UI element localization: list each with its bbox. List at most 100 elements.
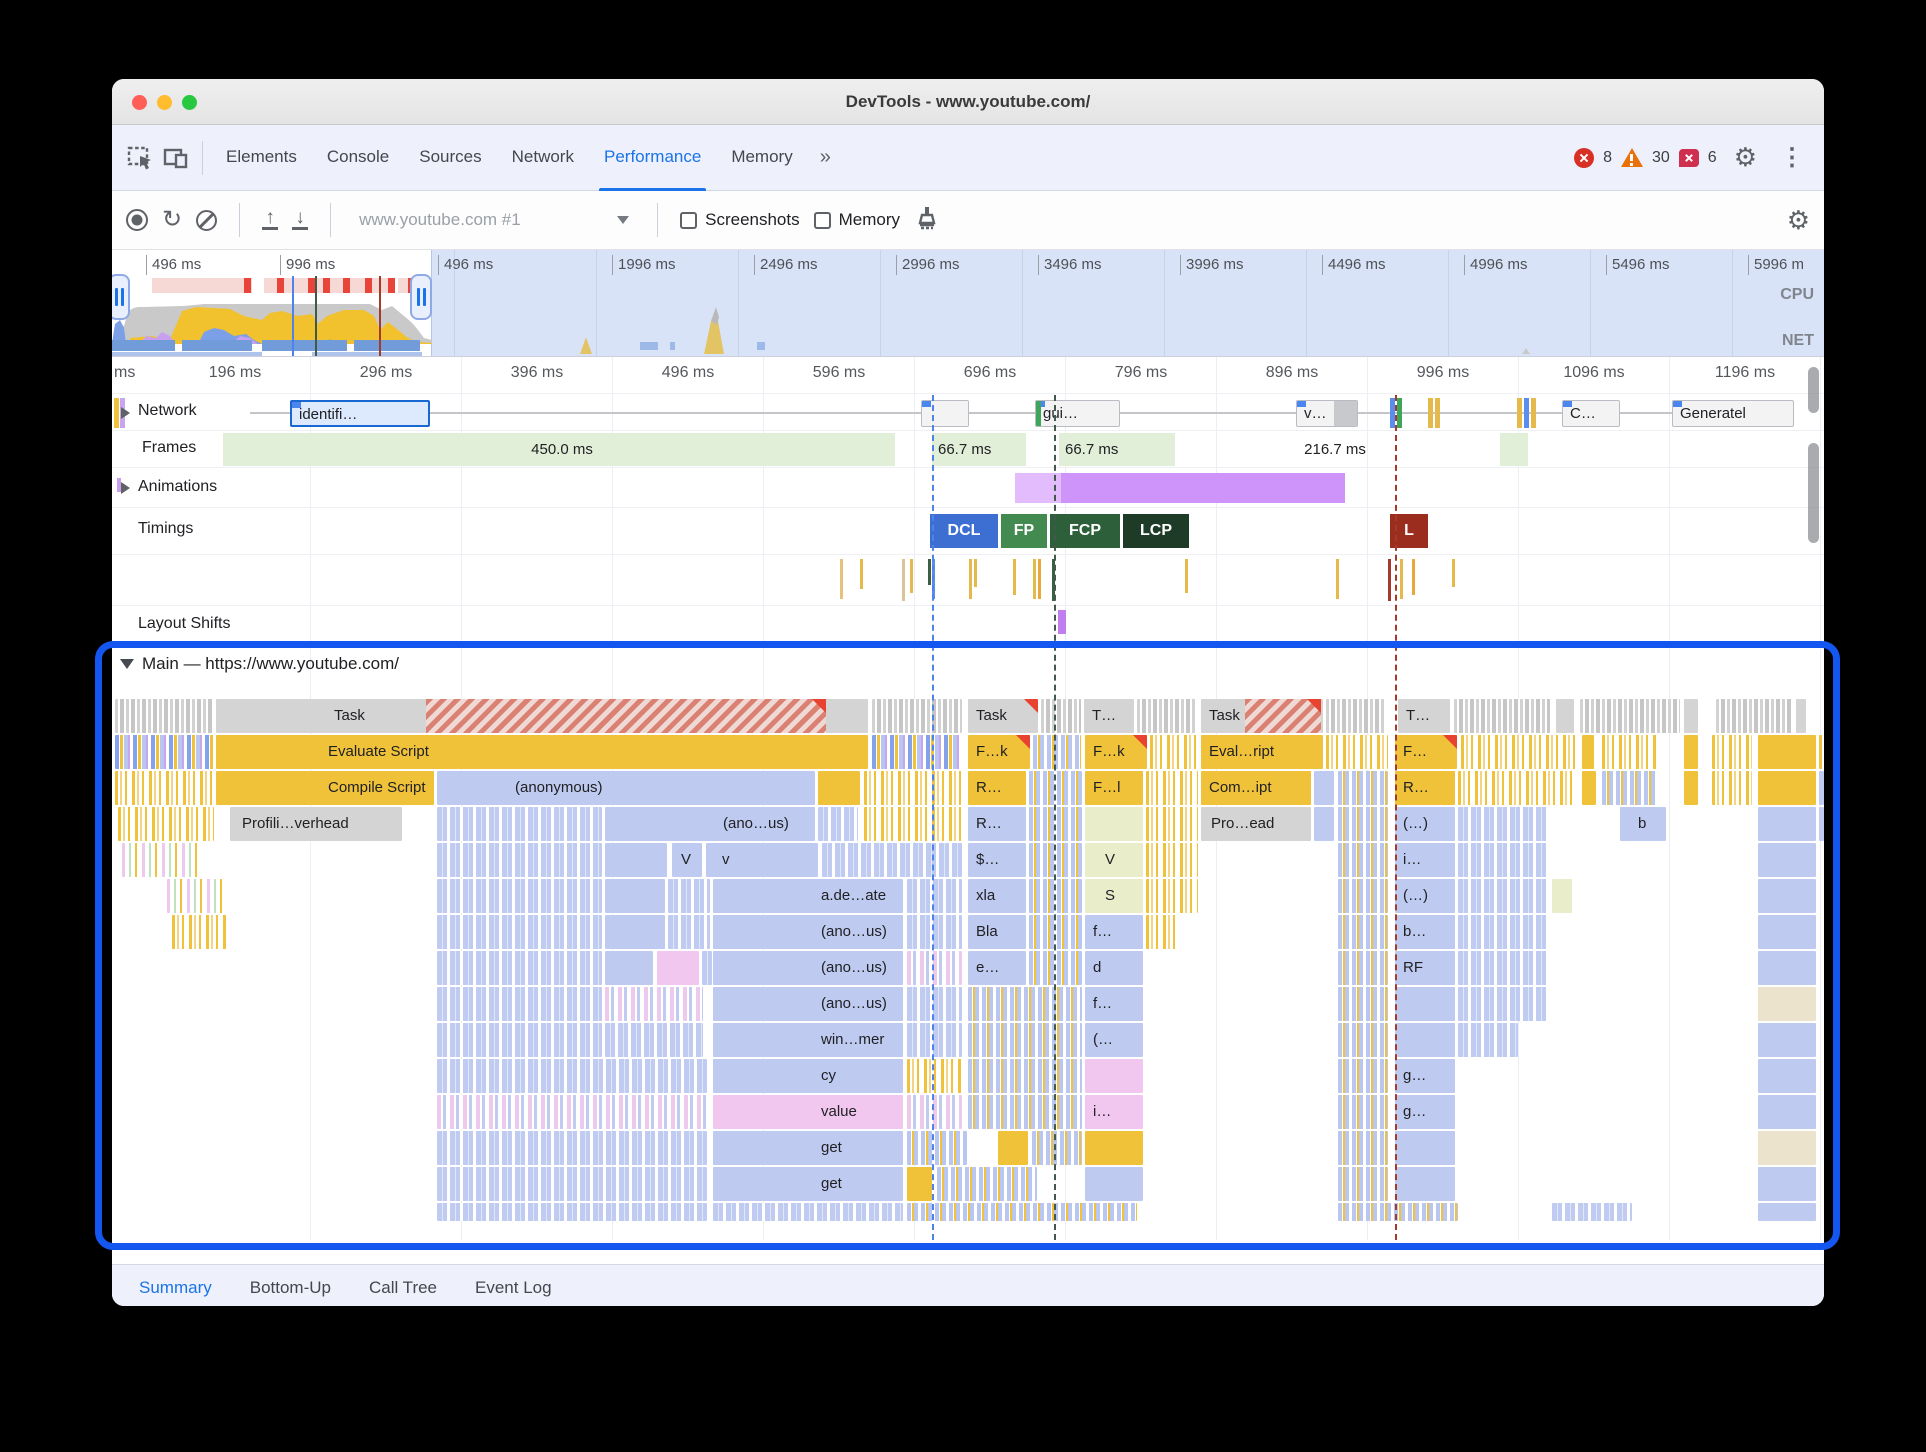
flame-segment[interactable] [1758,1059,1816,1093]
flame-segment[interactable] [1758,843,1816,877]
flame-call-v[interactable]: v [706,843,818,877]
console-errors-icon[interactable] [1574,147,1595,168]
animations-expand-icon[interactable] [121,482,130,494]
flame-segment[interactable] [1758,1167,1816,1201]
flame-segment[interactable] [1758,771,1816,805]
flame-segment[interactable] [1758,735,1816,769]
flame-segment[interactable] [1758,951,1816,985]
flame-segment[interactable] [1796,699,1806,733]
flame-call-f-[interactable]: f… [1085,987,1143,1021]
flame-segment[interactable] [437,1203,707,1221]
flame-segment[interactable] [1146,879,1198,913]
flame-segment[interactable] [1684,699,1698,733]
flame-segment[interactable] [1085,807,1143,841]
flame-call-d[interactable]: d [1085,951,1143,985]
flame-segment[interactable] [437,987,602,1021]
flame-call-r-[interactable]: R… [968,771,1026,805]
flame-segment[interactable] [115,735,214,769]
toggle-device-toolbar-icon[interactable] [158,140,194,176]
memory-checkbox[interactable] [813,211,831,229]
tab-network[interactable]: Network [511,146,574,166]
flame-call-r-[interactable]: R… [968,807,1026,841]
flame-segment[interactable] [1712,771,1752,805]
flame-call-profili-verhead[interactable]: Profili…verhead [230,807,402,841]
flame-segment[interactable] [437,1131,707,1165]
flame-call-get[interactable]: get [713,1131,903,1165]
frame-duration-segment[interactable] [1500,433,1528,466]
flame-call-b[interactable]: b [1620,807,1666,841]
minimize-window-button[interactable] [157,95,172,110]
frame-duration-segment[interactable]: 450.0 ms [223,433,895,466]
flame-segment[interactable] [437,1023,602,1057]
flame-segment[interactable] [1458,1023,1518,1057]
flame-call-evaluate-script[interactable]: Evaluate Script [216,735,868,769]
flame-segment[interactable] [937,1167,1037,1201]
flame-call-i-[interactable]: i… [1395,843,1455,877]
animation-bar[interactable] [1015,473,1345,503]
flame-segment[interactable] [713,1203,903,1221]
flame-segment[interactable] [1758,1023,1816,1057]
flame-call--[interactable]: (…) [1395,807,1455,841]
flame-segment[interactable] [818,807,858,841]
flame-call-b-[interactable]: b… [1395,915,1455,949]
flame-segment[interactable] [1326,699,1386,733]
flame-segment[interactable] [818,771,860,805]
flame-segment[interactable] [872,735,962,769]
flame-segment[interactable] [907,1167,932,1201]
flame-segment[interactable] [1137,699,1197,733]
more-tabs-icon[interactable]: » [819,146,831,168]
flame-segment[interactable] [1395,987,1455,1021]
settings-gear-icon[interactable]: ⚙ [1733,142,1757,172]
flame-call-i-[interactable]: i… [1085,1095,1143,1129]
flame-segment[interactable] [605,987,703,1021]
flame-segment[interactable] [437,915,602,949]
flame-segment[interactable] [1580,699,1680,733]
flame-segment[interactable] [1338,1095,1388,1129]
flame-call-eval-ript[interactable]: Eval…ript [1201,735,1323,769]
flame-segment[interactable] [1582,735,1594,769]
load-profile-icon[interactable]: ↑ [262,208,279,230]
flame-segment[interactable] [1758,879,1816,913]
flame-call-com-ipt[interactable]: Com…ipt [1201,771,1311,805]
flame-call-task[interactable]: Task [216,699,868,733]
flame-segment[interactable] [605,951,653,985]
flame-segment[interactable] [1758,807,1816,841]
flame-segment[interactable] [907,1203,1137,1221]
flame-segment[interactable] [437,951,602,985]
details-tab-summary[interactable]: Summary [120,1265,231,1307]
frame-duration-segment[interactable]: 66.7 ms [1059,433,1175,466]
flame-segment[interactable] [1458,807,1548,841]
flame-call-g-[interactable]: g… [1395,1095,1455,1129]
warning-count[interactable]: 30 [1651,148,1670,166]
flame-segment[interactable] [1458,879,1548,913]
clear-recording-icon[interactable] [196,209,218,231]
flame-segment[interactable] [1338,915,1388,949]
flame-segment[interactable] [115,699,214,733]
flame-segment[interactable] [1150,735,1198,769]
flame-segment[interactable] [122,843,202,877]
flame-segment[interactable] [1395,1167,1455,1201]
flame-segment[interactable] [605,915,665,949]
timing-marker-fcp[interactable]: FCP [1050,514,1120,548]
flame-segment[interactable] [1338,1023,1388,1057]
flame-call-e-[interactable]: e… [968,951,1026,985]
history-dropdown[interactable]: www.youtube.com #1 [353,210,635,230]
flame-segment[interactable] [1716,699,1792,733]
flame-segment[interactable] [1758,1095,1816,1129]
flame-segment[interactable] [1338,843,1388,877]
timing-marker-dcl[interactable]: DCL [930,514,998,548]
timeline-overview[interactable]: 496 ms 996 ms 496 ms 1996 ms 2496 ms 2996 ms 3… [112,250,1824,357]
tab-console[interactable]: Console [326,146,390,166]
flame-segment[interactable] [1146,771,1198,805]
network-request-chip[interactable]: identifi… [290,400,430,427]
flame-segment[interactable] [968,987,1082,1021]
timings-track[interactable]: Timings DCL FP FCP LCP L [112,507,1824,554]
timing-marker-fp[interactable]: FP [1001,514,1047,548]
close-window-button[interactable] [132,95,147,110]
tracks-scrollbar-thumb[interactable] [1808,367,1819,413]
flame-segment[interactable] [998,1131,1028,1165]
network-request-chip[interactable]: C… [1562,400,1620,427]
flame-call--ano-us-[interactable]: (ano…us) [713,987,903,1021]
console-warnings-icon[interactable] [1620,148,1643,167]
flame-segment[interactable] [1758,987,1816,1021]
